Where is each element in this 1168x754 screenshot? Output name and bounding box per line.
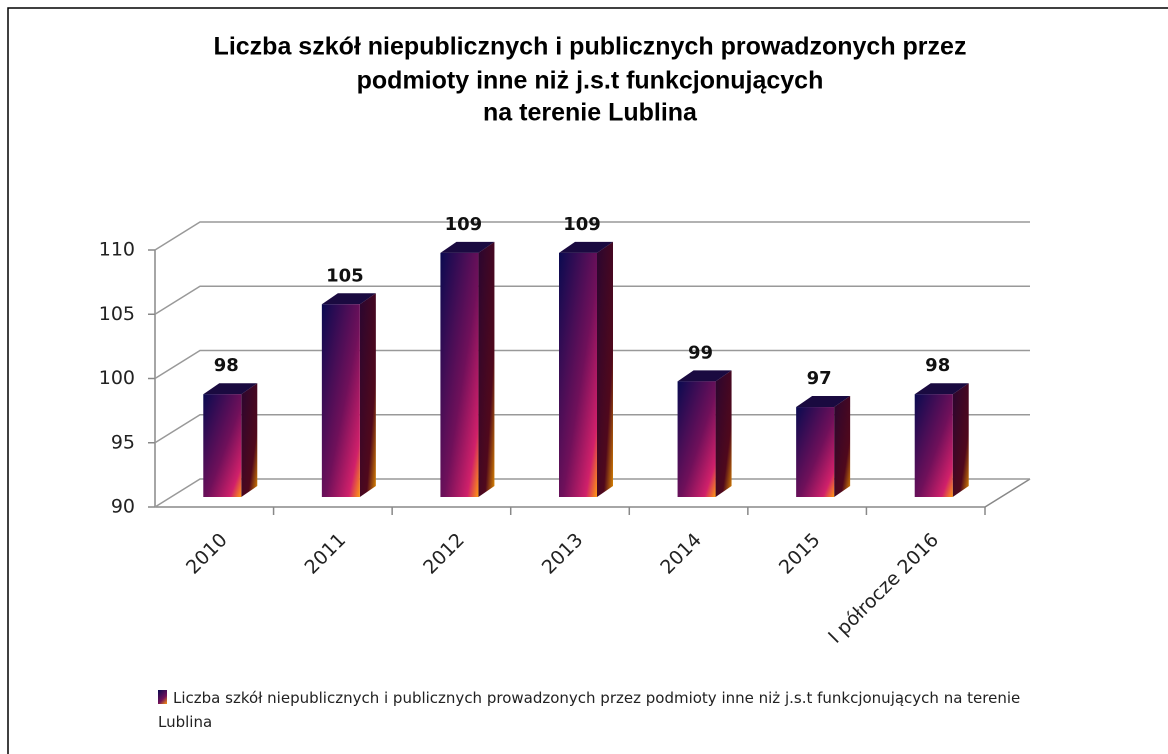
data-label: 97	[807, 368, 832, 389]
bar-side	[952, 383, 969, 497]
data-label: 105	[326, 265, 364, 286]
bar	[440, 252, 479, 497]
x-tick-label: 2012	[419, 529, 469, 579]
bar-top	[321, 293, 376, 305]
grid-line	[154, 285, 1030, 315]
x-tick-label: 2013	[538, 529, 588, 579]
bar-top	[559, 241, 613, 253]
x-tick-label: 2014	[656, 529, 706, 579]
bar	[796, 407, 835, 497]
bar	[321, 304, 360, 497]
grid-line	[154, 221, 1030, 251]
bar-side	[241, 383, 258, 497]
grid-line	[154, 349, 1030, 380]
bar-side	[715, 370, 732, 497]
legend: Liczba szkół niepublicznych i publicznyc…	[158, 686, 1058, 734]
y-tick-label: 90	[111, 496, 135, 518]
grid-line	[154, 478, 1030, 508]
x-tick-label: 2010	[182, 529, 232, 579]
chart-title: na terenie Lublina	[483, 99, 698, 127]
bar	[203, 394, 242, 497]
x-tick-label: 2011	[301, 529, 351, 579]
y-tick-label: 95	[111, 431, 135, 453]
grid-line	[154, 414, 1030, 444]
data-label: 98	[214, 355, 239, 376]
legend-label: Liczba szkół niepublicznych i publicznyc…	[158, 689, 1021, 731]
y-tick-label: 100	[99, 367, 135, 389]
y-tick-label: 110	[99, 239, 135, 261]
bar	[914, 394, 953, 497]
x-tick-label: I półrocze 2016	[824, 529, 943, 648]
frame	[7, 7, 1168, 754]
bar-top	[796, 396, 851, 408]
data-label: 99	[688, 342, 713, 363]
x-tick-label: 2015	[775, 529, 825, 579]
bar-top	[677, 370, 732, 382]
chart-title: Liczba szkół niepublicznych i publicznyc…	[214, 33, 967, 61]
bar-top	[914, 383, 969, 395]
legend-swatch	[158, 690, 167, 704]
y-tick-label: 105	[99, 303, 135, 325]
bar-side	[359, 293, 376, 497]
bar-side	[834, 396, 851, 497]
bar	[559, 252, 597, 497]
data-label: 98	[925, 355, 950, 376]
bar-side	[478, 241, 495, 497]
chart-title: podmioty inne niż j.s.t funkcjonujących	[357, 67, 824, 95]
bar	[677, 381, 716, 497]
data-label: 109	[563, 214, 601, 235]
data-label: 109	[445, 214, 483, 235]
bar-top	[203, 383, 258, 395]
bar-side	[597, 241, 613, 497]
bar-top	[440, 241, 495, 253]
